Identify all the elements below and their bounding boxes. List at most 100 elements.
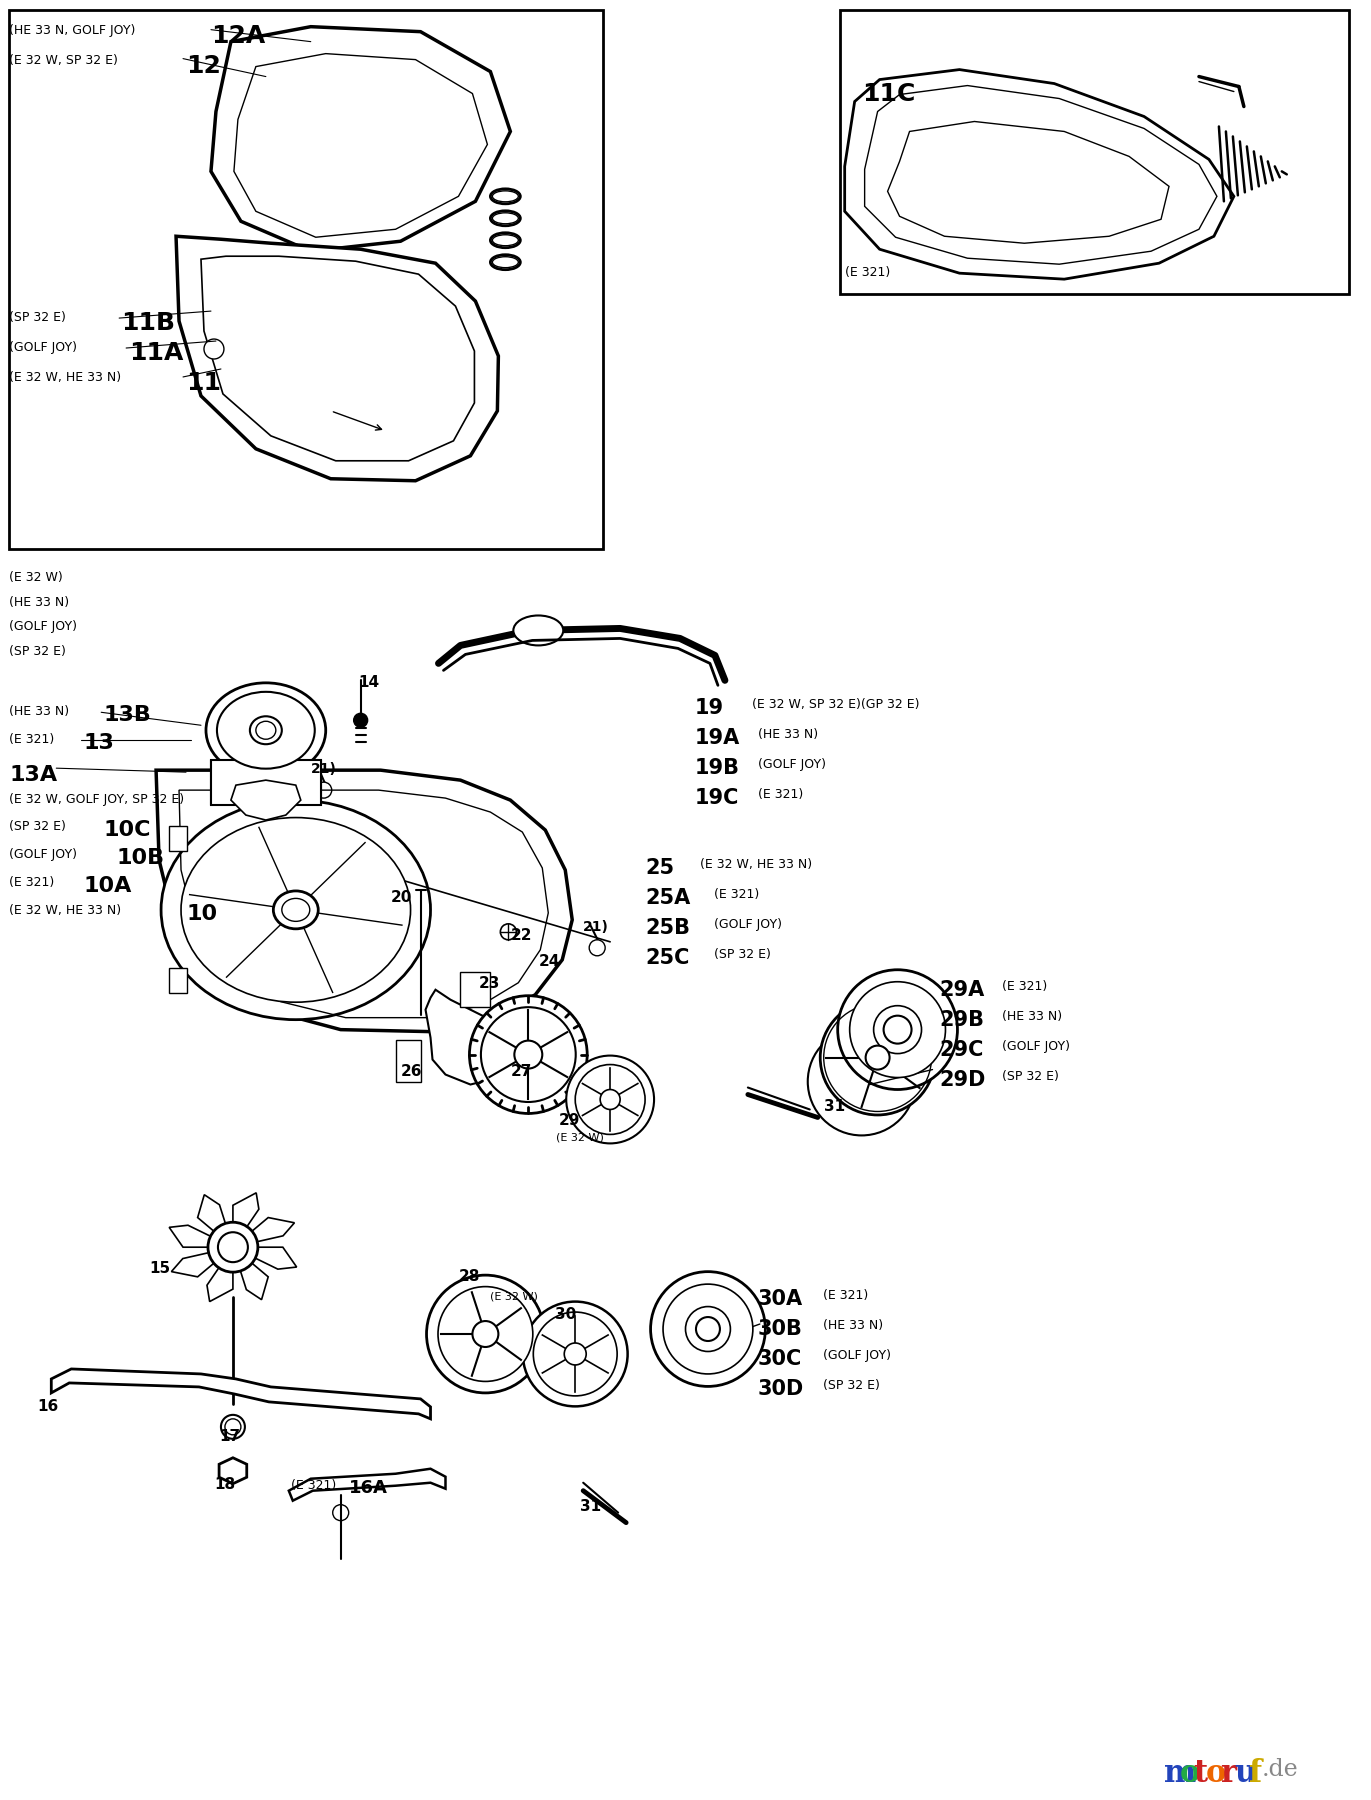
Text: 30: 30	[555, 1307, 577, 1321]
Text: r: r	[1220, 1759, 1237, 1789]
Text: (E 32 W, SP 32 E): (E 32 W, SP 32 E)	[10, 54, 118, 67]
Text: 18: 18	[214, 1476, 234, 1492]
Text: 12A: 12A	[211, 23, 265, 47]
Text: 14: 14	[359, 675, 380, 691]
Text: 19B: 19B	[695, 758, 740, 778]
Text: 25C: 25C	[646, 949, 690, 968]
Text: (E 32 W, SP 32 E)(GP 32 E): (E 32 W, SP 32 E)(GP 32 E)	[751, 698, 920, 711]
Ellipse shape	[850, 981, 946, 1078]
Bar	[461, 972, 491, 1006]
Ellipse shape	[217, 691, 315, 769]
Polygon shape	[233, 1247, 269, 1300]
Text: 16A: 16A	[348, 1480, 388, 1498]
Ellipse shape	[491, 232, 521, 248]
Polygon shape	[51, 1370, 430, 1418]
Text: (E 32 W, HE 33 N): (E 32 W, HE 33 N)	[10, 904, 122, 916]
Text: (GOLF JOY): (GOLF JOY)	[10, 340, 77, 355]
Ellipse shape	[820, 1001, 935, 1114]
Text: 12: 12	[186, 54, 221, 77]
Circle shape	[315, 783, 332, 797]
Text: m: m	[1164, 1759, 1197, 1789]
Text: 19: 19	[695, 698, 724, 718]
Polygon shape	[211, 27, 510, 252]
Circle shape	[354, 713, 367, 727]
Text: 11A: 11A	[129, 340, 184, 365]
Text: 23: 23	[478, 976, 500, 990]
Text: 21): 21)	[311, 761, 337, 776]
Text: 17: 17	[219, 1429, 240, 1444]
Text: (SP 32 E): (SP 32 E)	[823, 1379, 880, 1391]
Text: (E 321): (E 321)	[845, 266, 890, 279]
Ellipse shape	[160, 801, 430, 1019]
Ellipse shape	[492, 257, 518, 268]
Circle shape	[333, 1505, 348, 1521]
Text: (HE 33 N): (HE 33 N)	[823, 1319, 883, 1332]
Ellipse shape	[225, 1418, 241, 1435]
Text: 29D: 29D	[939, 1069, 986, 1089]
Text: (GOLF JOY): (GOLF JOY)	[1002, 1040, 1071, 1053]
Polygon shape	[233, 1217, 295, 1247]
Ellipse shape	[576, 1064, 646, 1134]
Circle shape	[865, 1046, 890, 1069]
Text: (SP 32 E): (SP 32 E)	[714, 949, 771, 961]
Text: (GOLF JOY): (GOLF JOY)	[10, 621, 77, 634]
Bar	[169, 968, 186, 994]
Text: (SP 32 E): (SP 32 E)	[10, 646, 66, 659]
Text: (GOLF JOY): (GOLF JOY)	[758, 758, 825, 770]
Text: (SP 32 E): (SP 32 E)	[10, 311, 66, 324]
Text: 31: 31	[580, 1499, 602, 1514]
Text: 25: 25	[646, 859, 675, 878]
Text: (GOLF JOY): (GOLF JOY)	[714, 918, 781, 931]
Bar	[211, 760, 321, 805]
Text: (HE 33 N): (HE 33 N)	[10, 596, 70, 608]
Text: 30C: 30C	[758, 1348, 802, 1370]
Text: 29C: 29C	[939, 1040, 984, 1060]
Text: u: u	[1234, 1759, 1256, 1789]
Polygon shape	[289, 1469, 446, 1501]
Ellipse shape	[513, 616, 563, 646]
Ellipse shape	[808, 1028, 916, 1136]
Polygon shape	[169, 1226, 233, 1247]
Text: 27: 27	[510, 1064, 532, 1078]
Text: (E 32 W): (E 32 W)	[491, 1291, 539, 1301]
Text: (SP 32 E): (SP 32 E)	[10, 821, 66, 833]
Ellipse shape	[491, 211, 521, 225]
Text: (HE 33 N): (HE 33 N)	[10, 706, 70, 718]
Text: 13: 13	[84, 733, 114, 752]
Polygon shape	[207, 1247, 233, 1301]
Text: 22: 22	[510, 927, 532, 943]
Text: 13B: 13B	[103, 706, 151, 725]
Text: 11: 11	[186, 371, 221, 394]
Text: 15: 15	[149, 1262, 170, 1276]
Text: (GOLF JOY): (GOLF JOY)	[823, 1348, 891, 1363]
Circle shape	[208, 1222, 258, 1273]
Ellipse shape	[206, 682, 326, 778]
Text: (E 321): (E 321)	[714, 887, 760, 902]
Text: 19C: 19C	[695, 788, 739, 808]
Text: (GOLF JOY): (GOLF JOY)	[10, 848, 77, 860]
Circle shape	[600, 1089, 620, 1109]
Text: 24: 24	[539, 954, 559, 968]
Circle shape	[514, 1040, 543, 1069]
Text: 30B: 30B	[758, 1319, 803, 1339]
Polygon shape	[171, 1247, 233, 1276]
Ellipse shape	[492, 234, 518, 247]
Text: (SP 32 E): (SP 32 E)	[1002, 1069, 1060, 1082]
Ellipse shape	[838, 970, 957, 1089]
Ellipse shape	[221, 1415, 245, 1438]
Text: (HE 33 N, GOLF JOY): (HE 33 N, GOLF JOY)	[10, 23, 136, 36]
Ellipse shape	[566, 1055, 654, 1143]
Text: 16: 16	[37, 1399, 59, 1413]
Text: 31: 31	[824, 1100, 845, 1114]
Text: .de: .de	[1261, 1759, 1298, 1782]
Ellipse shape	[491, 256, 521, 270]
Ellipse shape	[426, 1274, 544, 1393]
Polygon shape	[197, 1195, 233, 1247]
Text: 10B: 10B	[117, 848, 165, 868]
Text: 29: 29	[558, 1114, 580, 1129]
Circle shape	[696, 1318, 720, 1341]
Text: (E 32 W, HE 33 N): (E 32 W, HE 33 N)	[701, 859, 812, 871]
Text: 11C: 11C	[861, 81, 914, 106]
Text: (E 32 W): (E 32 W)	[557, 1132, 605, 1143]
Text: (HE 33 N): (HE 33 N)	[758, 729, 818, 742]
